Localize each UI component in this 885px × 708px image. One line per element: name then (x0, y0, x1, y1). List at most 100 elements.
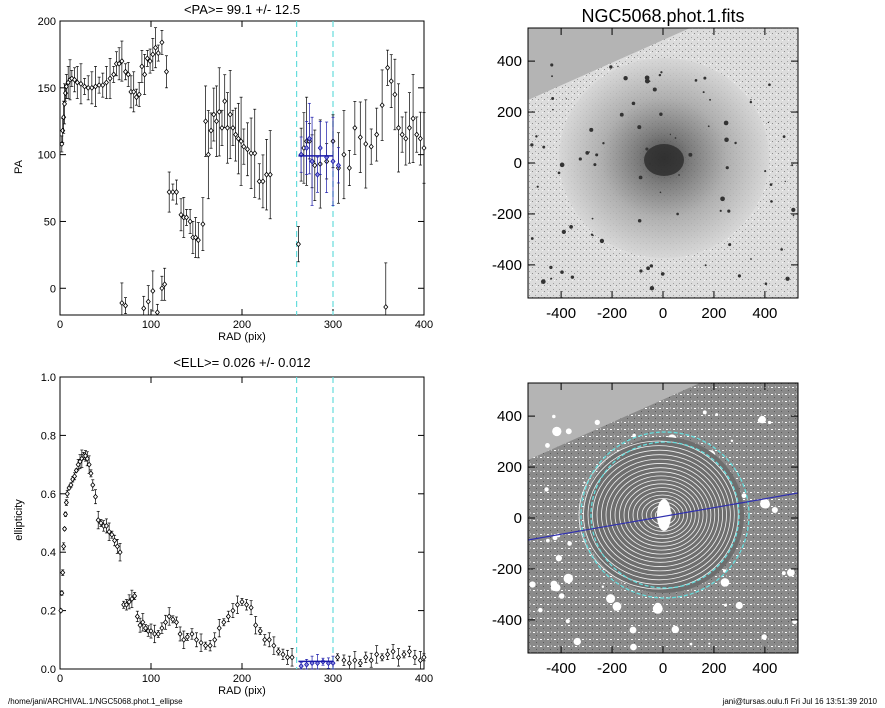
star-dot (619, 112, 624, 117)
star-dot (669, 133, 672, 135)
star-dot (560, 270, 564, 274)
ell-data-point (152, 630, 158, 637)
ell-data-point (239, 598, 245, 605)
star-dot (535, 135, 538, 138)
pa-data-point (233, 131, 239, 138)
masked-star (538, 607, 543, 613)
star-dot (637, 125, 642, 130)
footer-filepath: /home/jani/ARCHIVAL.1/NGC5068.phot.1_ell… (8, 697, 183, 706)
pa-data-point (417, 135, 423, 142)
star-dot (660, 71, 663, 74)
star-dot (550, 63, 554, 67)
pa-data-point (200, 221, 206, 228)
star-dot (552, 108, 554, 111)
star-dot (709, 98, 712, 101)
isophote-ring (619, 479, 704, 551)
star-dot (791, 164, 794, 167)
ell-data-point (62, 525, 68, 532)
masked-star (545, 443, 550, 448)
ell-data-point (230, 607, 236, 614)
pa-data-point (59, 140, 65, 147)
pa-data-point (335, 162, 341, 169)
pa-data-point (406, 124, 412, 131)
ell-data-point (137, 622, 143, 629)
ell-data-point (207, 642, 213, 649)
foreground-stars (530, 63, 796, 291)
masked-star (550, 580, 558, 588)
pa-data-point (122, 68, 129, 75)
pa-ytick-label: 200 (38, 16, 56, 28)
ell-data-point (212, 636, 218, 643)
ell-data-point (132, 592, 138, 600)
pa-xtick-label: 300 (324, 319, 342, 331)
star-dot (660, 272, 665, 276)
ell-data-point (244, 601, 250, 608)
masked-star (689, 642, 693, 646)
pa-data-point (341, 151, 347, 158)
ell-xtick-label: 200 (233, 673, 251, 685)
pa-data-point (216, 108, 222, 115)
ell-data-point (140, 619, 146, 626)
pa-data-point (111, 71, 117, 78)
masked-corner (528, 28, 690, 100)
isophote-ellipses (578, 431, 750, 599)
isophote-ring (641, 498, 684, 532)
pa-data-point (256, 178, 262, 185)
pa-data-point (264, 171, 270, 178)
isophote-ring (605, 467, 716, 563)
pa-data-point (230, 124, 236, 131)
ell-data-point (379, 654, 385, 661)
ell-data-point (374, 651, 380, 658)
masked-star (606, 594, 616, 604)
ell-xtick-label: 400 (415, 673, 433, 685)
ell-data-point (117, 549, 123, 556)
star-dot (792, 214, 795, 217)
masked-star (767, 420, 772, 425)
pa-data-point (385, 64, 391, 71)
isophote-ring (623, 483, 700, 547)
star-dot (658, 73, 662, 77)
pa-xtick-label: 400 (415, 319, 433, 331)
image-title: NGC5068.phot.1.fits (581, 6, 744, 26)
pa-data-point (368, 143, 374, 150)
star-dot (593, 163, 597, 167)
star-dot (770, 200, 773, 203)
ell-ytick-label: 0.2 (41, 606, 56, 618)
ell-axes-frame (59, 376, 425, 670)
ell-data-point (134, 613, 140, 620)
ellipticity-chart: <ELL>= 0.026 +/- 0.012 ellipticity RAD (… (13, 355, 433, 697)
star-dot (551, 75, 553, 78)
pa-data-point (150, 287, 156, 294)
ell-data-point (59, 590, 65, 597)
pa-data-point (155, 50, 161, 57)
star-dot (589, 127, 594, 132)
pa-data-point (392, 91, 398, 98)
star-dot (570, 275, 575, 279)
ell-xtick-label: 0 (57, 673, 63, 685)
isophote-ring (587, 449, 731, 581)
isophote-ring (596, 458, 723, 572)
ell-title: <ELL>= 0.026 +/- 0.012 (173, 355, 310, 370)
masked-star (594, 419, 600, 426)
ell-data-point (352, 657, 358, 664)
pa-data-point (125, 71, 131, 78)
pa-ytick-label: 50 (44, 216, 56, 228)
ell-data-point (58, 607, 64, 614)
image-xtick-label: -400 (546, 660, 576, 677)
star-dot (639, 269, 643, 273)
ell-data-point (262, 636, 268, 643)
image-xtick-label: 200 (701, 305, 726, 322)
masked-star (702, 410, 707, 415)
ell-data-point (184, 633, 190, 640)
star-dot (659, 191, 662, 194)
pa-data-point (72, 76, 78, 83)
ell-data-point (64, 490, 70, 497)
masked-star (567, 541, 572, 546)
star-dot (540, 279, 546, 284)
core-isophote (657, 499, 671, 531)
ell-data-point (173, 619, 180, 626)
pa-data-point (89, 84, 95, 91)
pa-data-point (213, 118, 220, 125)
star-dot (769, 183, 773, 186)
ell-data-point (68, 482, 74, 489)
